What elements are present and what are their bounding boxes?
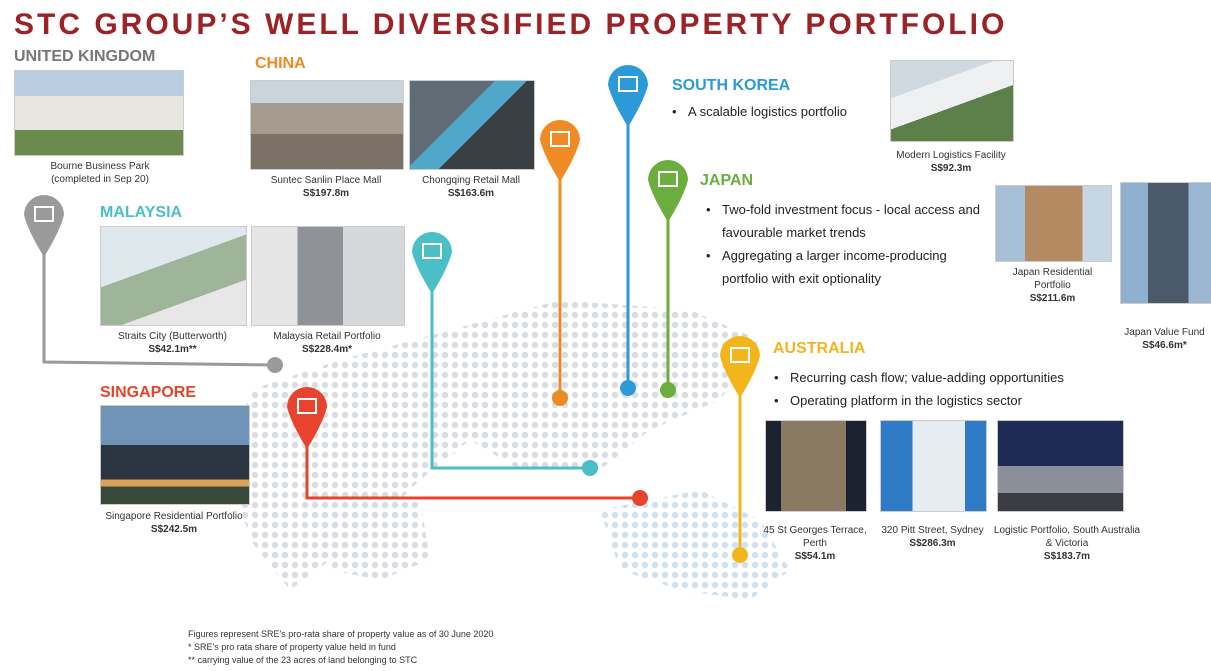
property-name: Malaysia Retail Portfolio <box>273 331 381 342</box>
bullet: A scalable logistics portfolio <box>670 100 890 123</box>
photo <box>997 420 1124 512</box>
pin-end <box>267 357 283 373</box>
pin <box>648 160 688 222</box>
photo <box>890 60 1014 142</box>
pin-icon <box>297 398 317 414</box>
property-name: Chongqing Retail Mall <box>422 175 520 186</box>
property-value: S$242.5m <box>150 524 198 535</box>
property-name: Logistic Portfolio, South Australia & Vi… <box>993 525 1141 549</box>
photo <box>765 420 867 512</box>
property-name: Modern Logistics Facility <box>896 150 1006 161</box>
pin <box>540 120 580 182</box>
region-name: UNITED KINGDOM <box>14 48 156 65</box>
bullet: Operating platform in the logistics sect… <box>772 389 1132 412</box>
property-name: Straits City (Butterworth) <box>118 331 227 342</box>
photo <box>251 226 405 326</box>
footnote: * SRE's pro rata share of property value… <box>188 642 396 652</box>
property-value: S$42.1m** <box>148 344 197 355</box>
pin <box>412 232 452 294</box>
caption: Modern Logistics Facility S$92.3m <box>880 149 1022 175</box>
region-name: CHINA <box>255 55 306 72</box>
property-value: S$46.6m* <box>1142 340 1187 351</box>
caption: Straits City (Butterworth) S$42.1m** <box>100 330 245 356</box>
photo <box>14 70 184 156</box>
pin-end <box>732 547 748 563</box>
bullet: Two-fold investment focus - local access… <box>704 198 994 244</box>
caption: Chongqing Retail Mall S$163.6m <box>409 174 533 200</box>
pin <box>608 65 648 127</box>
pin <box>24 195 64 257</box>
property-name: 45 St Georges Terrace, Perth <box>763 525 867 549</box>
pin-end <box>552 390 568 406</box>
property-value: S$228.4m* <box>301 344 353 355</box>
caption: Japan Residential Portfolio S$211.6m <box>995 266 1110 305</box>
caption: Malaysia Retail Portfolio S$228.4m* <box>251 330 403 356</box>
bullet: Recurring cash flow; value-adding opport… <box>772 366 1132 389</box>
pin-end <box>582 460 598 476</box>
caption: 45 St Georges Terrace, Perth S$54.1m <box>760 524 870 563</box>
title: STC GROUP’S WELL DIVERSIFIED PROPERTY PO… <box>14 8 1008 41</box>
caption: Suntec Sanlin Place Mall S$197.8m <box>250 174 402 200</box>
pin-icon <box>658 171 678 187</box>
property-name: Japan Value Fund <box>1124 327 1205 338</box>
property-name: 320 Pitt Street, Sydney <box>881 525 984 536</box>
photo <box>250 80 404 170</box>
caption: Logistic Portfolio, South Australia & Vi… <box>992 524 1142 563</box>
pin-icon <box>550 131 570 147</box>
pins <box>24 65 760 563</box>
region-name: SOUTH KOREA <box>672 77 791 94</box>
property-value: S$197.8m <box>302 188 350 199</box>
property-value: S$92.3m <box>930 163 972 174</box>
property-value: S$163.6m <box>447 188 495 199</box>
caption: 320 Pitt Street, Sydney S$286.3m <box>880 524 985 550</box>
map-islands <box>320 500 430 580</box>
footnote: ** carrying value of the 23 acres of lan… <box>188 655 418 665</box>
bullet: Aggregating a larger income-producing po… <box>704 244 994 290</box>
bullets: Two-fold investment focus - local access… <box>704 198 994 290</box>
region-name: JAPAN <box>700 172 754 189</box>
pin-end <box>620 380 636 396</box>
bullets: Recurring cash flow; value-adding opport… <box>772 366 1132 412</box>
map-australia <box>600 490 790 600</box>
caption: Japan Value Fund S$46.6m* <box>1118 326 1211 352</box>
caption: Bourne Business Park (completed in Sep 2… <box>30 160 170 186</box>
property-name: Suntec Sanlin Place Mall <box>270 175 382 186</box>
pin-icon <box>730 347 750 363</box>
property-name: Bourne Business Park (completed in Sep 2… <box>50 161 150 185</box>
photo <box>995 185 1112 262</box>
footnote: Figures represent SRE's pro-rata share o… <box>188 629 494 639</box>
region-name: MALAYSIA <box>100 204 183 221</box>
property-value: S$183.7m <box>1043 551 1091 562</box>
photo <box>100 405 250 505</box>
pin-icon <box>422 243 442 259</box>
property-value: S$286.3m <box>909 538 956 549</box>
pin-icon <box>34 206 54 222</box>
photo <box>409 80 535 170</box>
photo <box>880 420 987 512</box>
region-name: AUSTRALIA <box>773 340 866 357</box>
pin-end <box>660 382 676 398</box>
property-name: Japan Residential Portfolio <box>1012 267 1093 291</box>
photo <box>1120 182 1211 304</box>
property-value: S$211.6m <box>1029 293 1076 304</box>
region-name: SINGAPORE <box>100 384 197 401</box>
property-value: S$54.1m <box>794 551 836 562</box>
pin-icon <box>618 76 638 92</box>
photo <box>100 226 247 326</box>
footnotes: Figures represent SRE's pro-rata share o… <box>188 628 493 667</box>
bullets: A scalable logistics portfolio <box>670 100 890 123</box>
property-name: Singapore Residential Portfolio <box>105 511 243 522</box>
pin-end <box>632 490 648 506</box>
caption: Singapore Residential Portfolio S$242.5m <box>88 510 260 536</box>
